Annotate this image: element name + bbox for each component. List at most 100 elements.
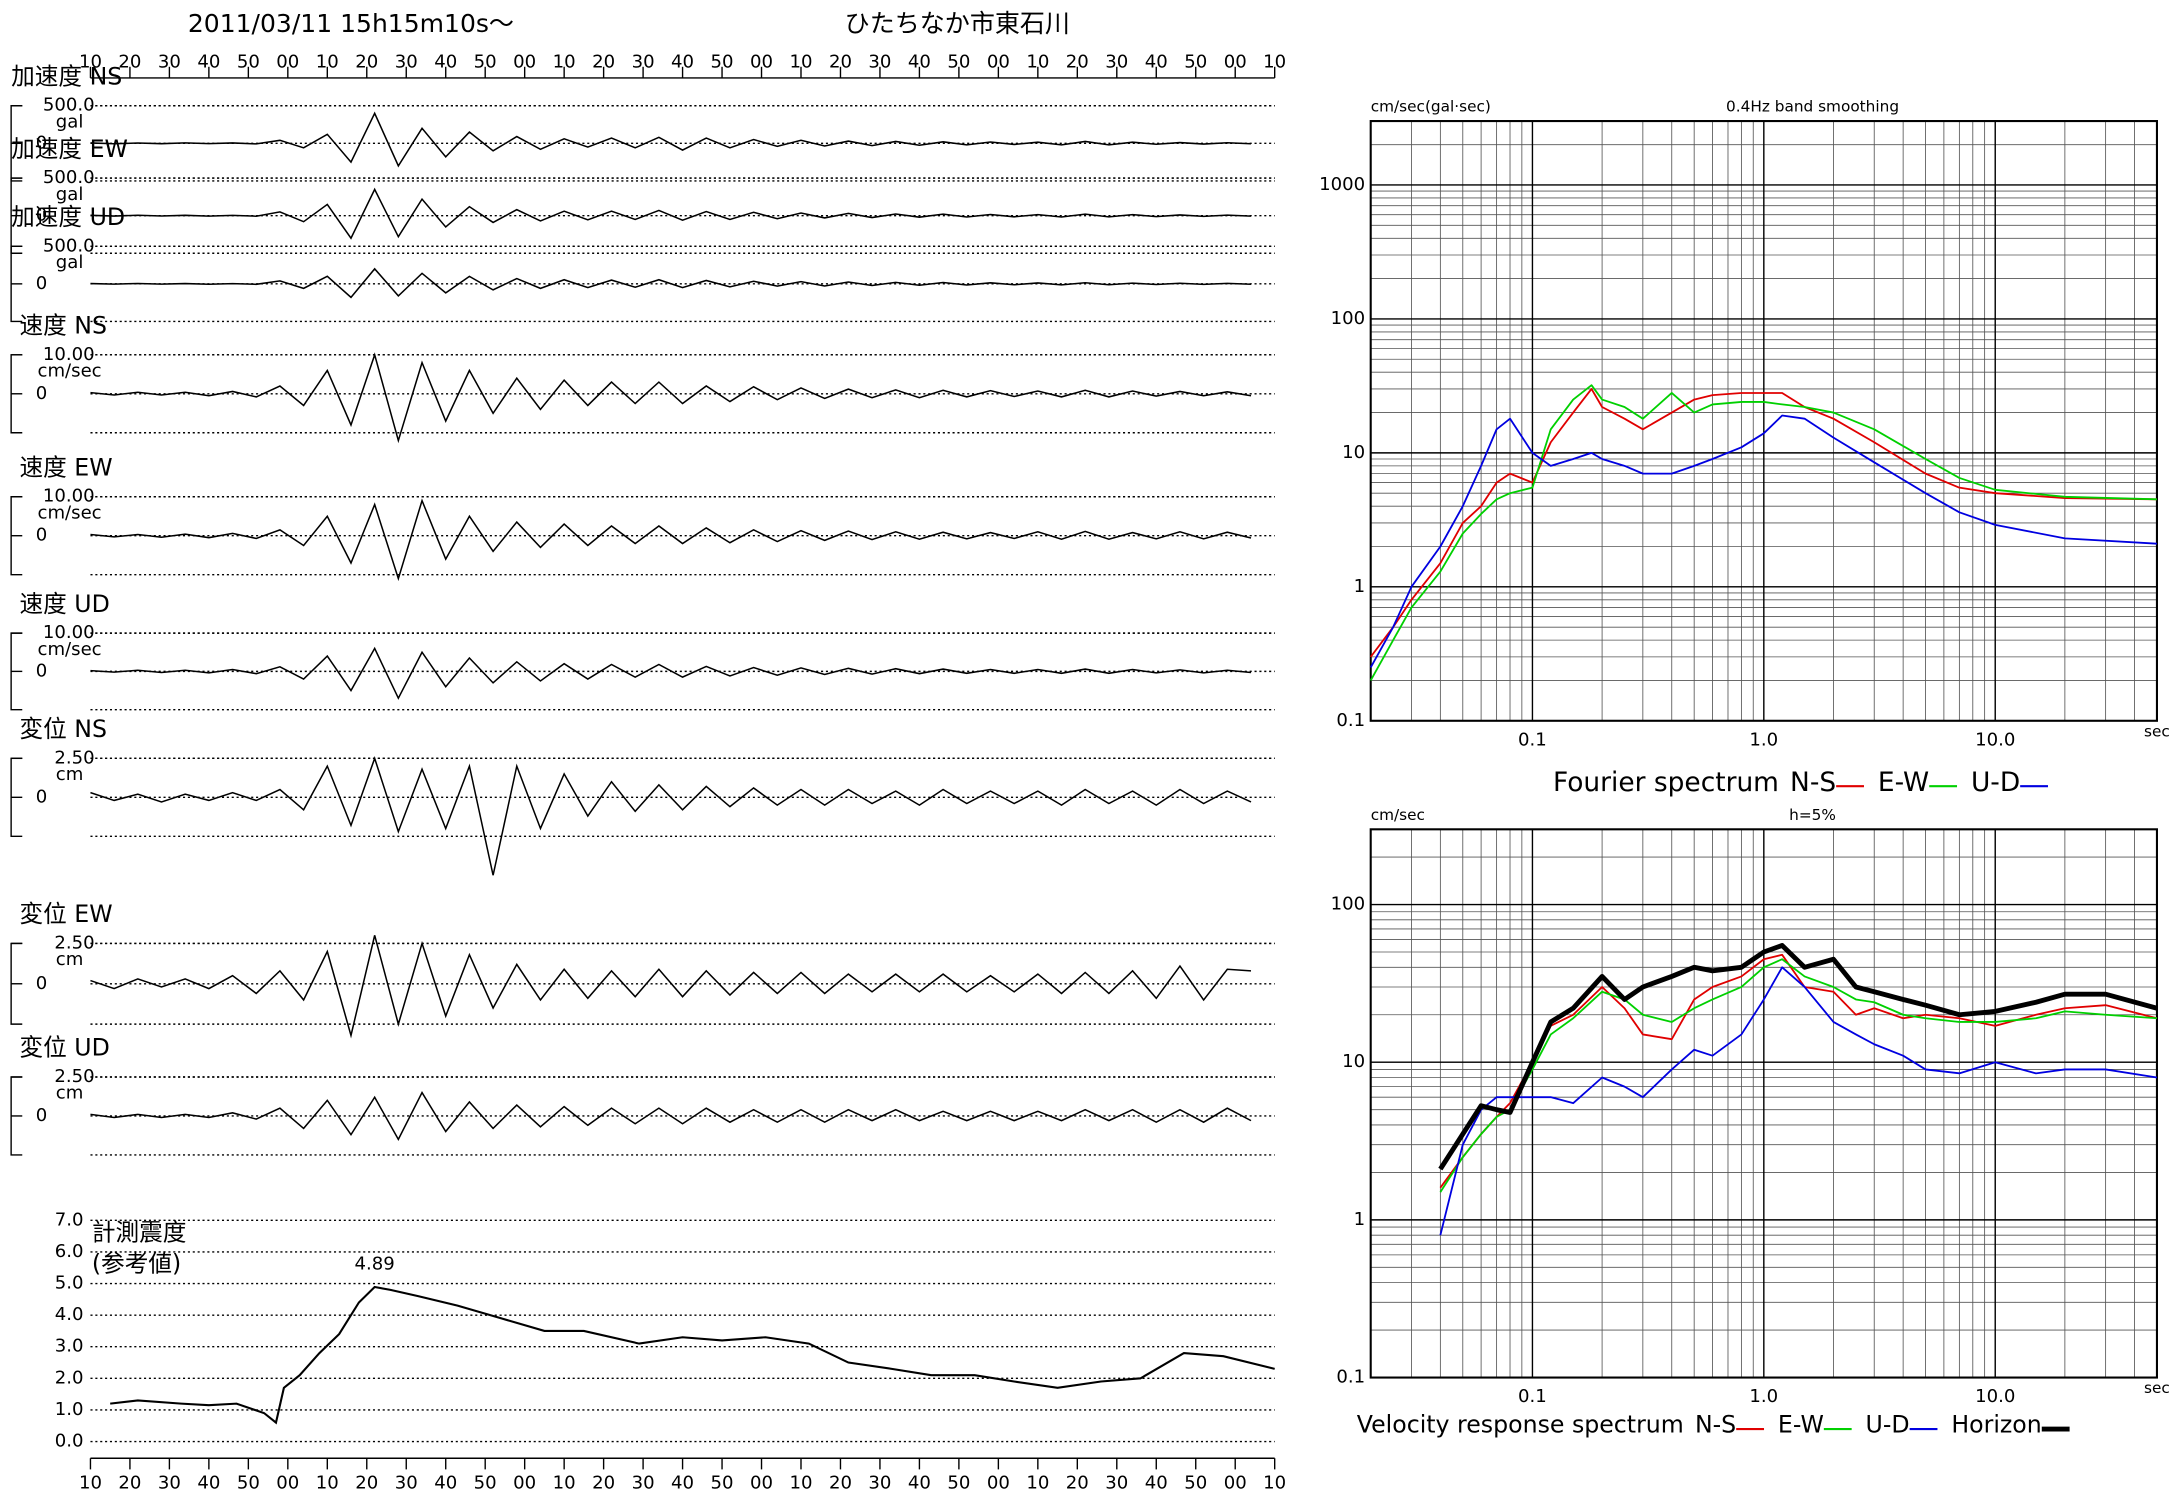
x-tick-label: 40 [197,52,220,73]
spectrum-line [1369,414,2158,668]
record-datetime: 2011/03/11 15h15m10s～ [188,9,514,38]
y-tick-label: 0 [36,273,48,294]
y-tick-label: 5.0 [55,1273,84,1294]
y-tick-label: 0 [36,132,48,153]
x-tick-label: 10.0 [1975,1386,2015,1407]
x-tick-label: 20 [592,52,615,73]
y-tick-label: 0.1 [1336,1367,1365,1388]
waveform [90,935,1252,1039]
waveform [90,267,1252,299]
x-tick-label: 30 [1105,1472,1128,1493]
waveform [90,646,1252,700]
y-tick-label: 0 [36,1105,48,1126]
y-tick-label: 500.0 [43,167,95,188]
x-tick-label: 10 [79,52,102,73]
y-tick-label: 10.00 [43,486,95,507]
waveform [90,352,1252,444]
x-tick-label: 10 [553,1472,576,1493]
station-location: ひたちなか市東石川 [845,9,1070,38]
x-tick-label: 30 [632,52,655,73]
y-tick-label: 4.0 [55,1304,84,1325]
x-tick-label: 30 [158,1472,181,1493]
x-tick-label: 20 [1066,1472,1089,1493]
y-axis-label: cm/sec [1371,806,1425,824]
x-tick-label: 00 [276,52,299,73]
x-tick-label: 40 [434,52,457,73]
spectrum-line [1369,388,2157,658]
x-tick-label: 00 [513,1472,536,1493]
trace-label: 変位 NS [19,715,107,743]
y-tick-label: 0.0 [55,1431,84,1452]
x-tick-label: 1.0 [1749,729,1778,750]
intensity-sublabel: (参考値) [92,1249,181,1277]
x-tick-label: 40 [908,1472,931,1493]
x-tick-label: 50 [711,52,734,73]
spectrum-line [1438,943,2158,1171]
legend-label: N-S [1790,767,1836,798]
y-tick-label: 0 [36,205,48,226]
x-tick-label: 10 [1026,1472,1049,1493]
x-tick-label: 00 [750,52,773,73]
x-tick-label: 0.1 [1518,729,1547,750]
y-tick-label: 1 [1354,1209,1366,1230]
legend-label: N-S [1695,1411,1736,1439]
unit-label: cm/sec [38,639,102,660]
x-tick-label: 10 [316,1472,339,1493]
trace-label: 加速度 EW [11,135,128,163]
x-tick-label: 00 [750,1472,773,1493]
x-tick-label: 40 [908,52,931,73]
unit-label: gal [56,111,84,132]
x-tick-label: 30 [868,52,891,73]
unit-label: gal [56,252,84,273]
x-tick-label: 50 [474,1472,497,1493]
x-tick-label: 10.0 [1975,729,2015,750]
x-tick-label: 10 [1026,52,1049,73]
y-tick-label: 10 [1342,442,1365,463]
x-tick-label: 10 [1263,52,1286,73]
x-tick-label: 0.1 [1518,1386,1547,1407]
x-tick-label: 20 [118,52,141,73]
chart-title: Velocity response spectrum [1357,1411,1684,1439]
trace-label: 変位 UD [19,1034,109,1062]
x-tick-label: 40 [671,52,694,73]
x-tick-label: 50 [474,52,497,73]
waveform [90,498,1252,582]
y-tick-label: 0 [36,525,48,546]
x-tick-label: 1.0 [1749,1386,1778,1407]
unit-label: cm/sec [38,361,102,382]
y-tick-label: 100 [1331,308,1366,329]
y-tick-label: 0 [36,973,48,994]
intensity-line [110,1285,1275,1425]
x-tick-label: 30 [1105,52,1128,73]
x-tick-label: 10 [553,52,576,73]
x-tick-label: 10 [1263,1472,1286,1493]
spectrum-line [1439,958,2158,1193]
trace-label: 速度 EW [19,453,112,481]
waveform [90,187,1252,240]
x-tick-label: 20 [1066,52,1089,73]
chart-title: Fourier spectrum [1553,767,1779,798]
unit-label: cm [56,1083,84,1104]
x-tick-label: 50 [1184,52,1207,73]
x-tick-label: 00 [276,1472,299,1493]
x-tick-label: 50 [1184,1472,1207,1493]
peak-annotation: 4.89 [355,1254,395,1275]
y-tick-label: 1 [1354,576,1366,597]
x-tick-label: 20 [829,1472,852,1493]
y-axis-label: cm/sec(gal·sec) [1371,98,1491,116]
smoothing-note: h=5% [1789,806,1836,824]
y-tick-label: 6.0 [55,1241,84,1262]
unit-label: cm/sec [38,502,102,523]
spectrum-line [1369,384,2157,681]
x-tick-label: 00 [1224,52,1247,73]
y-tick-label: 100 [1331,894,1366,915]
legend-label: U-D [1866,1411,1910,1439]
x-tick-label: 40 [671,1472,694,1493]
x-tick-label: 00 [987,52,1010,73]
x-tick-label: 40 [197,1472,220,1493]
intensity-label: 計測震度 [92,1219,187,1247]
y-tick-label: 0 [36,383,48,404]
legend-label: U-D [1971,767,2020,798]
x-tick-label: 30 [868,1472,891,1493]
